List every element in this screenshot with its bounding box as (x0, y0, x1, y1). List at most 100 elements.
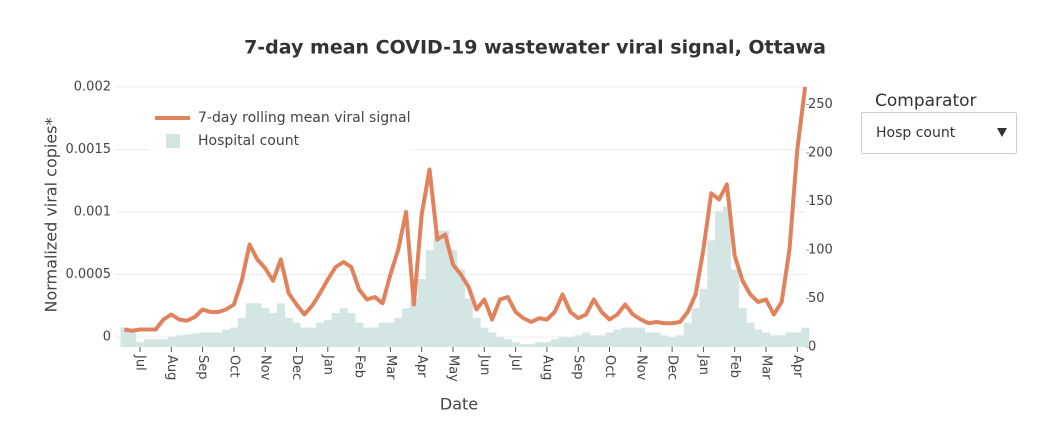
bar (175, 335, 184, 347)
bar (801, 327, 810, 347)
bar (284, 317, 293, 347)
bar (261, 308, 270, 347)
bar (503, 339, 512, 347)
legend-box (148, 104, 413, 154)
bar (316, 322, 325, 347)
bar (535, 342, 544, 347)
y2-tick-label: 200 (808, 145, 833, 160)
bar (190, 333, 199, 347)
x-tick-label: Feb (352, 355, 367, 378)
x-tick-label: Jun (477, 354, 492, 375)
x-tick-label: Feb (727, 355, 742, 378)
bar (370, 327, 379, 347)
bar (605, 332, 614, 347)
bar (151, 339, 160, 347)
bar (582, 332, 591, 347)
dropdown-value: Hosp count (876, 125, 956, 141)
bar (449, 249, 458, 347)
x-tick-label: Sep (195, 355, 210, 380)
x-tick-label: Jul (133, 354, 148, 371)
x-tick-label: Aug (164, 355, 179, 380)
bar (339, 308, 348, 347)
bar (707, 240, 716, 347)
bar (793, 332, 802, 347)
x-axis-title: Date (440, 395, 478, 414)
bar (722, 206, 732, 347)
bar (386, 322, 395, 347)
line-series (124, 86, 808, 333)
x-tick-label: Apr (414, 355, 429, 378)
bar (378, 322, 387, 347)
bar (222, 329, 231, 347)
bar (730, 269, 739, 347)
bar (417, 279, 426, 347)
bar (128, 332, 137, 347)
x-tick-label: Jan (696, 354, 711, 375)
legend-swatch (166, 134, 180, 148)
y-tick-label: 0.0015 (66, 142, 112, 157)
bar (433, 230, 442, 347)
x-tick-label: Nov (633, 355, 648, 381)
bar (762, 332, 771, 347)
bar (214, 332, 223, 347)
bar (480, 327, 489, 347)
y2-tick-label: 50 (808, 291, 825, 306)
comparator-dropdown[interactable]: Hosp count (861, 112, 1017, 154)
dropdown-arrow (997, 128, 1007, 137)
bar (229, 327, 239, 347)
bar (198, 332, 207, 347)
bar (496, 337, 505, 347)
x-tick-label: Dec (665, 355, 680, 380)
bar (120, 327, 129, 347)
bar (511, 342, 520, 347)
bar (347, 313, 356, 347)
bar (597, 335, 606, 347)
bar (331, 313, 340, 347)
x-tick-label: Nov (258, 355, 273, 381)
bar (699, 288, 708, 347)
y-tick-label: 0.001 (74, 205, 111, 220)
bar (769, 335, 779, 347)
bar (394, 317, 403, 347)
bar (159, 339, 168, 347)
bar (402, 308, 411, 347)
bar (167, 337, 176, 347)
y2-tick-label: 0 (808, 340, 816, 355)
bar (550, 339, 559, 347)
y-tick-label: 0.0005 (66, 267, 112, 282)
bar (566, 337, 575, 347)
bar (464, 298, 473, 347)
bar (691, 308, 700, 347)
bar (527, 344, 536, 347)
bar (323, 319, 333, 347)
bar (300, 327, 309, 347)
bar (636, 327, 646, 347)
bar (276, 303, 286, 347)
bar (715, 211, 724, 347)
bar (253, 303, 262, 347)
chart: 7-day mean COVID-19 wastewater viral sig… (42, 37, 833, 414)
x-tick-label: Mar (759, 355, 774, 380)
x-tick-label: Dec (289, 355, 304, 380)
bar (676, 335, 685, 347)
bar (519, 344, 528, 347)
legend-label: 7-day rolling mean viral signal (198, 110, 410, 126)
bar (574, 335, 583, 347)
bar (746, 322, 755, 347)
bar (621, 327, 630, 347)
x-tick-label: Apr (790, 355, 805, 378)
bar (589, 335, 599, 347)
bar (754, 329, 763, 347)
bar (558, 337, 567, 347)
comparator-label: Comparator (875, 91, 977, 111)
bar (613, 329, 622, 347)
x-tick-label: Sep (571, 355, 586, 380)
bar (652, 332, 661, 347)
y2-tick-label: 250 (808, 97, 833, 112)
x-tick-label: Jul (508, 354, 523, 371)
bar (683, 322, 692, 347)
x-tick-label: Aug (539, 355, 554, 380)
bar (292, 322, 301, 347)
bar (542, 342, 552, 347)
bar (738, 308, 747, 347)
